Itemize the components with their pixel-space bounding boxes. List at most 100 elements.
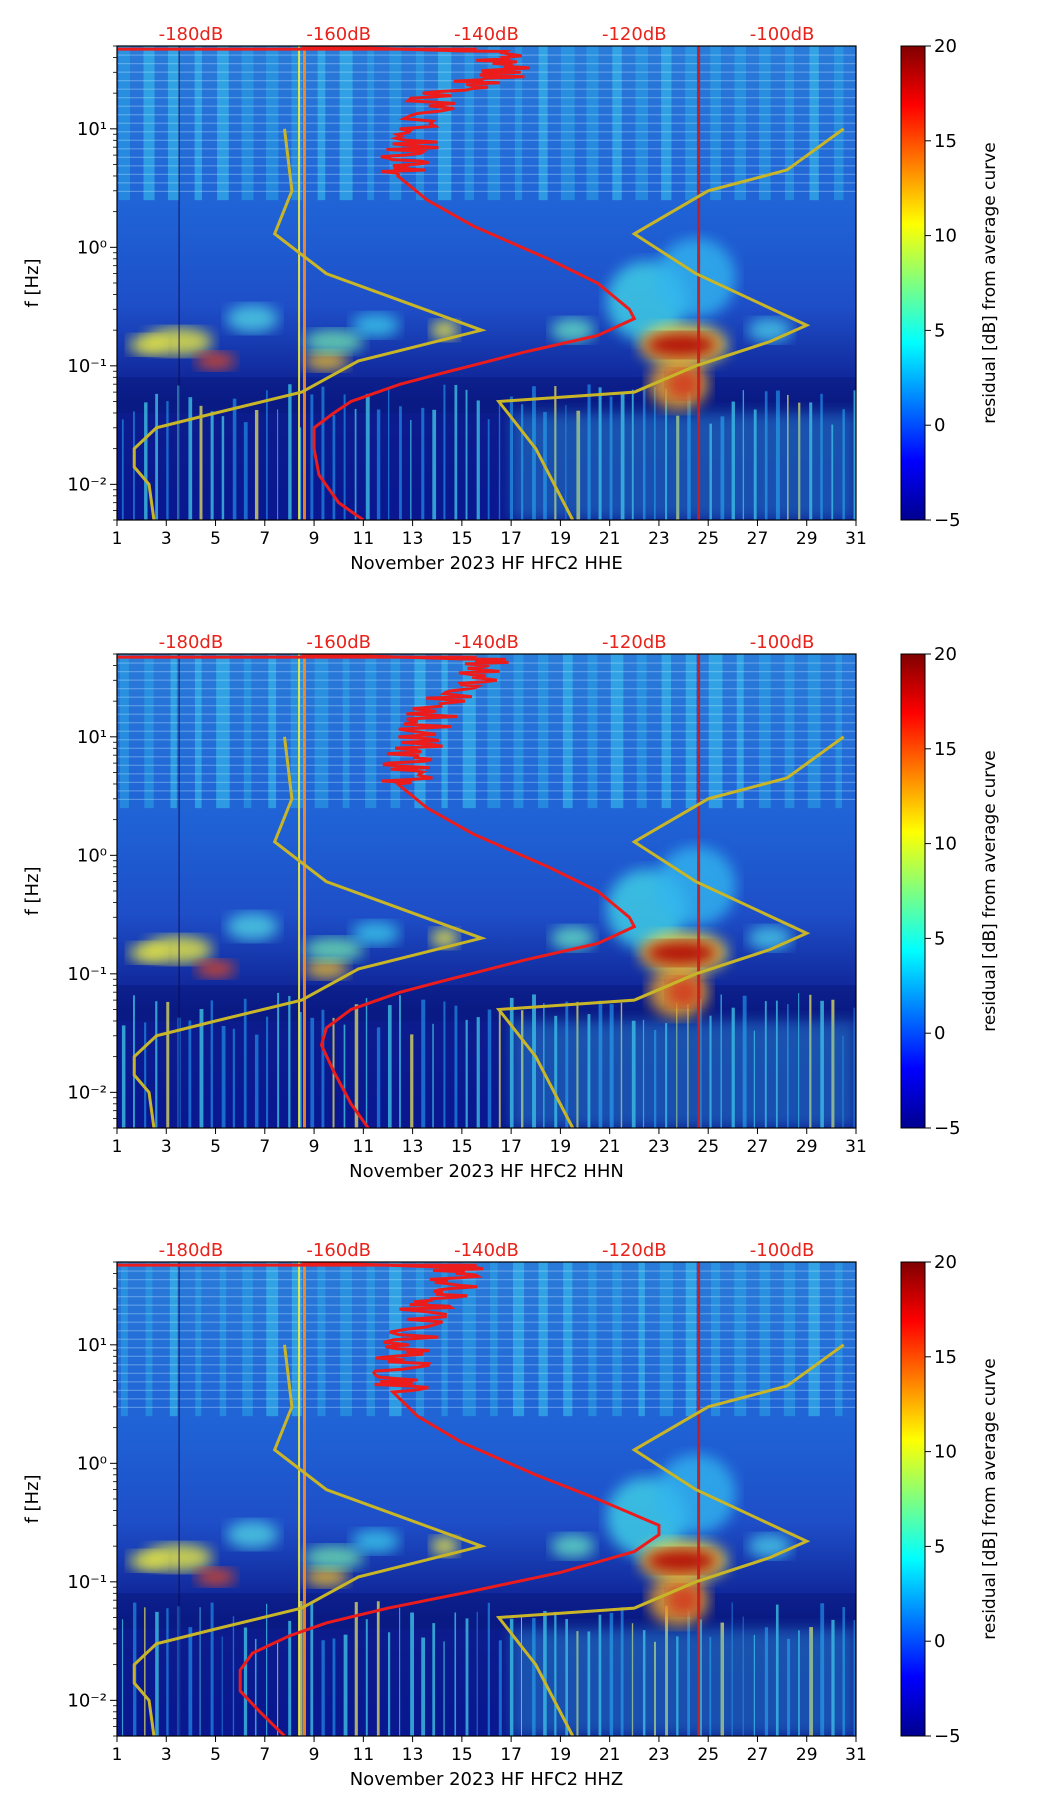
daily-streak: [661, 654, 672, 809]
transient-streak: [465, 1019, 468, 1128]
x-tick-label: 1: [112, 1745, 123, 1765]
daily-streak: [366, 1262, 375, 1417]
x-tick-label: 5: [210, 529, 221, 549]
daily-streak: [241, 46, 254, 201]
x-tick-label: 21: [599, 529, 621, 549]
transient-streak: [232, 1028, 235, 1128]
top-axis-label: -100dB: [750, 1240, 815, 1261]
x-tick-label: 3: [161, 1137, 172, 1157]
y-tick-label: 10¹: [77, 727, 107, 748]
instrument-line: [298, 654, 301, 1128]
transient-streak: [476, 1611, 478, 1736]
daily-streak: [759, 46, 771, 201]
top-axis-label: -100dB: [750, 632, 815, 653]
colorbar-tick-label: 15: [934, 1347, 957, 1368]
noise-model-high-curve: [495, 1343, 845, 1736]
x-tick-label: 31: [845, 1745, 867, 1765]
microseism-blob: [430, 1536, 459, 1557]
transient-streak: [266, 1603, 268, 1736]
top-axis-label: -160dB: [306, 24, 371, 45]
x-tick-label: 3: [161, 529, 172, 549]
colorbar: [900, 45, 926, 521]
daily-streak: [243, 654, 252, 809]
transient-streak: [454, 1612, 457, 1736]
colorbar-tick-label: 10: [934, 1442, 957, 1463]
daily-streak: [415, 46, 425, 201]
instrument-line: [697, 1262, 701, 1736]
average-psd-curve: [301, 46, 637, 520]
daily-streak: [167, 46, 180, 201]
transient-streak: [376, 409, 381, 520]
x-tick-label: 29: [796, 1745, 818, 1765]
colorbar-tick-label: 0: [934, 415, 945, 436]
spectral-line: [117, 1313, 856, 1315]
transient-streak: [476, 1017, 480, 1128]
daily-streak: [342, 654, 350, 809]
transient-streak: [288, 995, 291, 1128]
storm-peak-blob: [645, 1548, 718, 1573]
daily-streak: [266, 1262, 279, 1417]
x-tick-label: 31: [845, 1137, 867, 1157]
noise-model-low-curve: [132, 1344, 487, 1736]
spectral-line: [117, 713, 856, 715]
daily-streak: [685, 46, 697, 201]
transient-streak: [144, 1607, 146, 1736]
y-tick-label: 10⁻¹: [67, 356, 107, 377]
transient-streak: [354, 1004, 359, 1128]
top-axis-label: -140dB: [454, 1240, 519, 1261]
x-tick-label: 5: [210, 1745, 221, 1765]
average-psd-curve: [238, 1262, 661, 1736]
daily-streak: [635, 46, 648, 201]
y-tick-label: 10⁰: [77, 845, 107, 866]
spectral-line: [117, 1381, 856, 1383]
x-tick-label: 17: [500, 1137, 522, 1157]
daily-streak: [462, 654, 476, 809]
daily-streak: [169, 1262, 178, 1417]
storm-peak-blob: [667, 1586, 700, 1615]
daily-streak: [807, 654, 821, 809]
daily-streak: [268, 654, 277, 809]
spectral-line: [117, 148, 856, 150]
transient-streak: [421, 1637, 426, 1736]
daily-streak: [367, 46, 375, 201]
x-tick-label: 9: [309, 1745, 320, 1765]
daily-streak: [291, 1262, 302, 1417]
instrument-line: [302, 1262, 306, 1736]
instrument-line: [302, 46, 306, 520]
noise-model-high-curve: [495, 735, 845, 1128]
y-tick-label: 10⁻²: [67, 1082, 107, 1103]
transient-streak: [321, 386, 325, 520]
transient-streak: [121, 1619, 124, 1736]
x-tick-label: 27: [747, 529, 769, 549]
daily-streak: [784, 46, 795, 201]
transient-streak: [454, 384, 458, 520]
top-axis-label: -120dB: [602, 1240, 667, 1261]
transient-streak: [277, 409, 279, 520]
x-tick-label: 19: [550, 529, 572, 549]
transient-streak: [421, 999, 426, 1128]
spectral-line: [117, 1406, 856, 1408]
colorbar-tick-label: 20: [934, 1252, 957, 1273]
daily-streak: [783, 1262, 796, 1417]
transient-streak: [188, 1020, 192, 1128]
colorbar-tick-label: 10: [934, 834, 957, 855]
daily-streak: [464, 46, 474, 201]
transient-streak: [332, 1638, 336, 1736]
spectral-line: [117, 730, 856, 732]
transient-streak: [454, 1005, 458, 1128]
spectral-line: [117, 88, 856, 90]
instrument-line: [178, 1262, 180, 1736]
colorbar-tick-label: 0: [934, 1023, 945, 1044]
x-tick-label: 7: [259, 529, 270, 549]
microseism-blob: [226, 304, 279, 333]
transient-streak: [221, 1025, 226, 1128]
spectral-line: [117, 1296, 856, 1298]
daily-streak: [365, 654, 377, 809]
microseism-blob: [550, 926, 595, 951]
spectral-line: [117, 114, 856, 116]
y-tick-label: 10¹: [77, 119, 107, 140]
transient-streak: [221, 416, 225, 520]
daily-streak: [217, 46, 229, 201]
y-axis-label: f [Hz]: [22, 866, 43, 915]
